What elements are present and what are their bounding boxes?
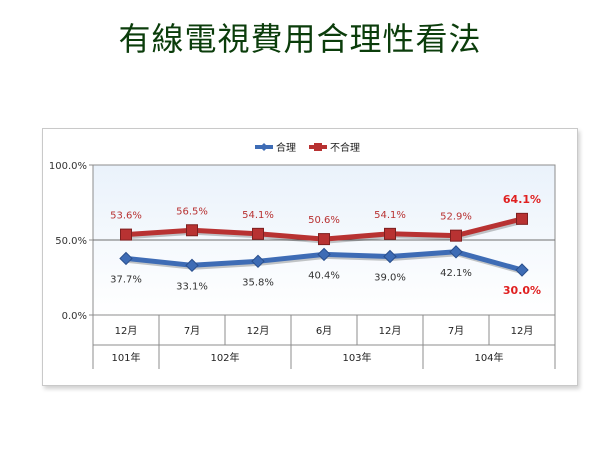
data-label: 42.1% — [440, 268, 472, 279]
line-chart: 0.0% 50.0% 100.0% 12月 7月 12月 6月 12月 7月 12月 101年 102… — [49, 141, 556, 369]
data-point — [318, 233, 330, 246]
x-tick-label: 12月 — [247, 325, 270, 337]
data-label: 35.8% — [242, 277, 274, 288]
data-label: 64.1% — [503, 193, 541, 206]
data-label: 30.0% — [503, 284, 541, 297]
chart-frame: 0.0% 50.0% 100.0% 12月 7月 12月 6月 12月 7月 12月 101年 102… — [42, 128, 578, 386]
y-tick-label: 100.0% — [49, 161, 87, 172]
data-point — [317, 247, 331, 262]
legend-label: 合理 — [276, 141, 296, 154]
data-point — [252, 227, 264, 240]
year-label: 101年 — [111, 351, 140, 364]
y-tick-label: 50.0% — [55, 236, 87, 247]
x-tick-label: 7月 — [184, 325, 200, 337]
data-point — [383, 249, 397, 264]
x-tick-label: 12月 — [511, 325, 534, 337]
legend-label: 不合理 — [330, 141, 360, 154]
x-tick-label: 6月 — [316, 325, 332, 337]
x-tick-label: 12月 — [379, 325, 402, 337]
data-point — [515, 263, 529, 277]
data-label: 39.0% — [374, 273, 406, 284]
data-label: 54.1% — [374, 210, 406, 221]
data-point — [119, 251, 133, 266]
data-label: 40.4% — [308, 270, 340, 281]
x-tick-label: 12月 — [115, 325, 138, 337]
data-label: 50.6% — [308, 215, 340, 226]
data-point — [186, 224, 198, 237]
data-label: 54.1% — [242, 210, 274, 221]
data-label: 37.7% — [110, 274, 142, 285]
data-point — [450, 229, 462, 242]
year-label: 103年 — [342, 351, 371, 364]
y-tick-label: 0.0% — [62, 311, 87, 322]
data-label: 52.9% — [440, 212, 472, 223]
data-point — [251, 254, 265, 269]
x-tick-label: 7月 — [448, 325, 464, 337]
page-title: 有線電視費用合理性看法 — [118, 20, 482, 58]
data-label: 56.5% — [176, 206, 208, 217]
data-point — [516, 212, 528, 225]
data-point — [449, 245, 463, 259]
legend-marker — [314, 143, 322, 151]
year-label: 102年 — [210, 351, 239, 364]
data-point — [185, 258, 199, 273]
year-label: 104年 — [474, 351, 503, 364]
data-label: 33.1% — [176, 281, 208, 292]
data-label: 53.6% — [110, 211, 142, 222]
legend-marker — [260, 143, 268, 151]
data-point — [384, 227, 396, 240]
data-point — [120, 228, 132, 241]
